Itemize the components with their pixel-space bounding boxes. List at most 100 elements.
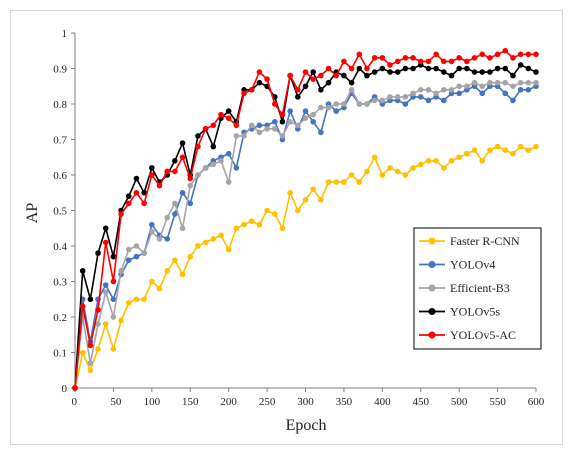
- data-point-efficient-b3: [248, 122, 255, 129]
- data-point-faster-r-cnn: [517, 143, 524, 150]
- data-point-efficient-b3: [448, 87, 455, 93]
- data-point-efficient-b3: [441, 87, 447, 93]
- data-point-yolov5-ac: [410, 55, 416, 61]
- data-point-yolov5s: [318, 87, 324, 93]
- data-point-efficient-b3: [533, 79, 539, 86]
- legend-label: YOLOv5-AC: [450, 328, 516, 342]
- data-point-yolov5s: [441, 69, 447, 75]
- data-point-yolov5-ac: [371, 55, 378, 61]
- data-point-yolov5-ac: [441, 58, 447, 65]
- data-point-yolov5s: [502, 65, 509, 72]
- y-tick-label: 0.2: [53, 312, 67, 324]
- y-tick-label: 1: [62, 28, 68, 40]
- data-point-efficient-b3: [487, 79, 493, 86]
- data-point-yolov5s: [364, 72, 370, 79]
- data-point-faster-r-cnn: [164, 268, 170, 274]
- data-point-yolov5-ac: [333, 72, 340, 79]
- data-point-yolov5s: [533, 69, 539, 75]
- data-point-yolov5s: [279, 118, 286, 125]
- data-point-faster-r-cnn: [118, 317, 124, 324]
- data-point-yolov5s: [310, 69, 316, 75]
- data-point-yolov5-ac: [510, 55, 516, 61]
- data-point-yolov5s: [325, 79, 332, 86]
- data-point-efficient-b3: [379, 97, 386, 104]
- data-point-yolov5s: [487, 69, 493, 75]
- data-point-yolov4: [110, 296, 117, 303]
- data-point-yolov4: [333, 108, 340, 114]
- data-point-faster-r-cnn: [364, 168, 370, 175]
- x-tick-label: 450: [413, 396, 430, 408]
- data-point-yolov5s: [425, 65, 432, 72]
- data-point-yolov5s: [494, 65, 501, 72]
- legend-swatch-marker: [428, 284, 436, 292]
- data-point-yolov5-ac: [310, 76, 316, 82]
- data-point-yolov4: [149, 221, 155, 228]
- data-point-yolov4: [517, 87, 524, 93]
- data-point-efficient-b3: [179, 225, 186, 232]
- data-point-faster-r-cnn: [241, 221, 247, 228]
- data-point-yolov5s: [387, 69, 393, 75]
- legend-item-yolov5-ac: YOLOv5-AC: [419, 328, 516, 342]
- x-tick-label: 350: [336, 396, 353, 408]
- series-efficient-b3: [72, 79, 539, 391]
- data-point-yolov5s: [302, 83, 309, 90]
- data-point-yolov5-ac: [210, 122, 217, 129]
- data-point-yolov5s: [371, 69, 378, 75]
- data-point-yolov5s: [471, 69, 478, 75]
- data-point-faster-r-cnn: [456, 154, 462, 161]
- data-point-yolov4: [302, 108, 309, 114]
- data-point-faster-r-cnn: [341, 179, 347, 185]
- data-point-efficient-b3: [295, 122, 301, 129]
- data-point-yolov5s: [479, 69, 486, 75]
- data-point-faster-r-cnn: [510, 150, 516, 157]
- data-point-yolov5-ac: [471, 55, 478, 61]
- data-point-faster-r-cnn: [225, 246, 232, 253]
- y-tick-label: 0.6: [53, 170, 67, 182]
- legend-swatch-marker: [428, 237, 436, 245]
- data-point-yolov5-ac: [394, 58, 401, 65]
- data-point-yolov5s: [172, 158, 178, 164]
- data-point-efficient-b3: [471, 79, 478, 86]
- y-tick-label: 0.4: [53, 241, 67, 253]
- data-point-faster-r-cnn: [371, 154, 378, 161]
- data-point-yolov5-ac: [348, 65, 355, 72]
- y-tick-label: 0.5: [53, 206, 67, 218]
- data-point-yolov5-ac: [233, 122, 240, 129]
- data-point-efficient-b3: [410, 90, 416, 97]
- data-point-yolov5-ac: [318, 72, 324, 79]
- data-point-yolov5-ac: [141, 200, 147, 207]
- data-point-yolov5s: [102, 225, 109, 232]
- data-point-yolov5-ac: [533, 51, 539, 58]
- x-tick-label: 0: [72, 396, 78, 408]
- data-point-yolov5-ac: [487, 55, 493, 61]
- data-point-efficient-b3: [510, 83, 516, 90]
- legend-item-efficient-b3: Efficient-B3: [419, 281, 510, 295]
- data-point-efficient-b3: [402, 94, 409, 100]
- data-point-yolov5s: [295, 94, 301, 100]
- x-tick-label: 250: [259, 396, 276, 408]
- data-point-yolov5-ac: [433, 51, 439, 58]
- data-point-efficient-b3: [502, 79, 509, 86]
- legend-label: YOLOv4: [450, 258, 495, 272]
- data-point-yolov5-ac: [464, 58, 470, 65]
- data-point-faster-r-cnn: [125, 300, 132, 306]
- data-point-efficient-b3: [95, 321, 101, 327]
- data-point-yolov5-ac: [95, 307, 101, 313]
- y-ticks: 0 0.1 0.2 0.3 0.4 0.5 0.6 0.7 0.8 0.9 1: [53, 28, 75, 395]
- data-point-efficient-b3: [164, 214, 170, 221]
- data-point-yolov5-ac: [72, 385, 78, 391]
- data-point-faster-r-cnn: [379, 172, 386, 178]
- data-point-efficient-b3: [456, 83, 462, 90]
- x-tick-label: 50: [110, 396, 122, 408]
- data-point-yolov4: [525, 87, 532, 93]
- data-point-efficient-b3: [341, 101, 347, 107]
- data-point-yolov4: [172, 211, 178, 217]
- data-point-yolov4: [225, 150, 232, 157]
- data-point-efficient-b3: [525, 79, 532, 86]
- data-point-faster-r-cnn: [79, 349, 86, 356]
- data-point-yolov5-ac: [241, 90, 247, 97]
- series-yolov5-ac: [72, 47, 539, 391]
- legend-swatch-marker: [428, 308, 436, 315]
- x-tick-label: 300: [297, 396, 314, 408]
